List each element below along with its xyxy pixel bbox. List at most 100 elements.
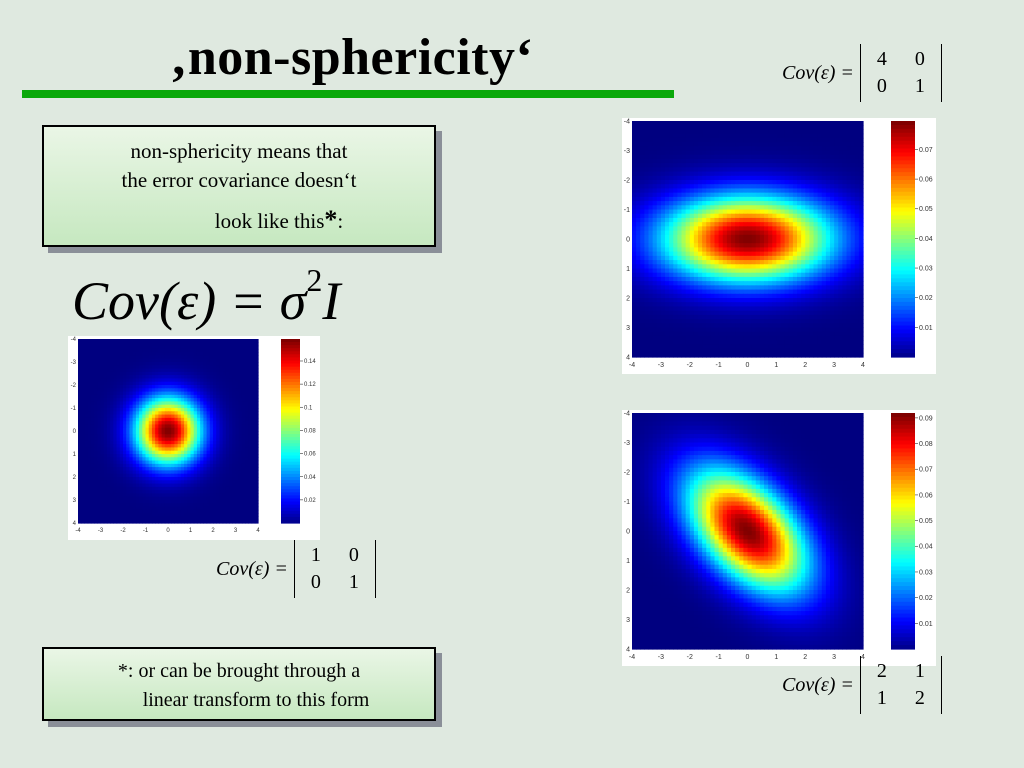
density-cell bbox=[805, 205, 810, 211]
density-cell bbox=[792, 133, 798, 139]
density-cell bbox=[94, 503, 98, 508]
density-cell bbox=[78, 506, 82, 511]
density-cell bbox=[106, 365, 111, 370]
density-cell bbox=[222, 401, 227, 406]
density-cell bbox=[759, 146, 765, 152]
density-cell bbox=[706, 217, 711, 223]
density-cell bbox=[213, 404, 217, 409]
density-cell bbox=[155, 404, 159, 409]
density-cell bbox=[689, 196, 695, 202]
density-cell bbox=[180, 342, 185, 347]
density-cell bbox=[797, 192, 802, 198]
density-cell bbox=[90, 362, 95, 366]
density-cell bbox=[219, 388, 224, 393]
colorbar-step bbox=[281, 397, 300, 401]
density-cell bbox=[174, 365, 179, 370]
density-cell bbox=[768, 226, 773, 232]
density-cell bbox=[190, 467, 195, 472]
density-cell bbox=[209, 424, 214, 429]
density-cell bbox=[219, 352, 224, 357]
density-cell bbox=[685, 222, 691, 227]
density-cell bbox=[254, 473, 259, 478]
density-cell bbox=[132, 503, 137, 508]
density-cell bbox=[681, 184, 687, 190]
density-cell bbox=[87, 404, 92, 409]
density-cell bbox=[213, 427, 217, 432]
density-cell bbox=[142, 450, 147, 455]
density-cell bbox=[132, 431, 137, 435]
density-cell bbox=[222, 447, 227, 452]
density-cell bbox=[825, 125, 831, 131]
density-cell bbox=[161, 493, 166, 498]
density-cell bbox=[187, 467, 192, 472]
density-cell bbox=[739, 129, 744, 135]
colorbar-step bbox=[281, 339, 300, 343]
density-cell bbox=[222, 470, 227, 475]
density-cell bbox=[180, 454, 185, 458]
density-cell bbox=[151, 391, 156, 396]
density-cell bbox=[174, 388, 179, 393]
density-cell bbox=[632, 217, 637, 223]
density-cell bbox=[180, 486, 185, 491]
density-cell bbox=[90, 391, 95, 396]
density-cell bbox=[714, 171, 720, 177]
density-cell bbox=[656, 243, 662, 249]
density-cell bbox=[103, 421, 108, 426]
density-cell bbox=[245, 447, 249, 452]
density-cell bbox=[656, 150, 662, 156]
density-cell bbox=[219, 385, 224, 389]
density-cell bbox=[660, 163, 666, 168]
density-cell bbox=[106, 457, 111, 462]
density-cell bbox=[161, 381, 166, 386]
density-cell bbox=[842, 146, 848, 152]
density-cell bbox=[805, 129, 810, 135]
density-cell bbox=[850, 230, 856, 236]
density-cell bbox=[94, 450, 98, 455]
density-cell bbox=[100, 414, 105, 419]
density-cell bbox=[238, 355, 243, 360]
density-cell bbox=[78, 352, 82, 357]
density-cell bbox=[94, 493, 98, 498]
density-cell bbox=[846, 150, 852, 156]
density-cell bbox=[846, 137, 852, 143]
density-cell bbox=[776, 205, 782, 211]
density-cell bbox=[168, 500, 172, 504]
density-cell bbox=[190, 509, 195, 514]
density-cell bbox=[842, 129, 848, 135]
density-cell bbox=[784, 217, 790, 223]
density-cell bbox=[805, 175, 810, 181]
density-cell bbox=[100, 362, 105, 366]
density-cell bbox=[726, 180, 732, 185]
density-cell bbox=[129, 440, 134, 445]
density-cell bbox=[184, 388, 188, 393]
density-cell bbox=[842, 201, 848, 206]
density-cell bbox=[84, 440, 89, 445]
x-tick-label: -1 bbox=[143, 528, 149, 534]
density-cell bbox=[116, 519, 121, 524]
density-cell bbox=[193, 450, 198, 455]
density-cell bbox=[168, 404, 172, 409]
density-cell bbox=[161, 470, 166, 475]
density-cell bbox=[139, 375, 143, 380]
density-cell bbox=[206, 519, 211, 524]
density-cell bbox=[219, 437, 224, 442]
density-cell bbox=[135, 378, 140, 383]
density-cell bbox=[689, 150, 695, 156]
density-cell bbox=[850, 129, 856, 135]
density-cell bbox=[656, 167, 662, 173]
density-cell bbox=[241, 342, 246, 347]
density-cell bbox=[747, 154, 753, 160]
density-cell bbox=[200, 493, 204, 498]
density-cell bbox=[251, 427, 256, 432]
density-cell bbox=[90, 352, 95, 357]
density-cell bbox=[216, 408, 221, 412]
density-cell bbox=[161, 454, 166, 458]
density-cell bbox=[235, 421, 240, 426]
density-cell bbox=[784, 239, 790, 244]
density-cell bbox=[254, 365, 259, 370]
colorbar-step bbox=[281, 437, 300, 441]
density-cell bbox=[116, 362, 121, 366]
density-cell bbox=[813, 205, 819, 211]
density-cell bbox=[209, 378, 214, 383]
density-cell bbox=[225, 509, 230, 514]
